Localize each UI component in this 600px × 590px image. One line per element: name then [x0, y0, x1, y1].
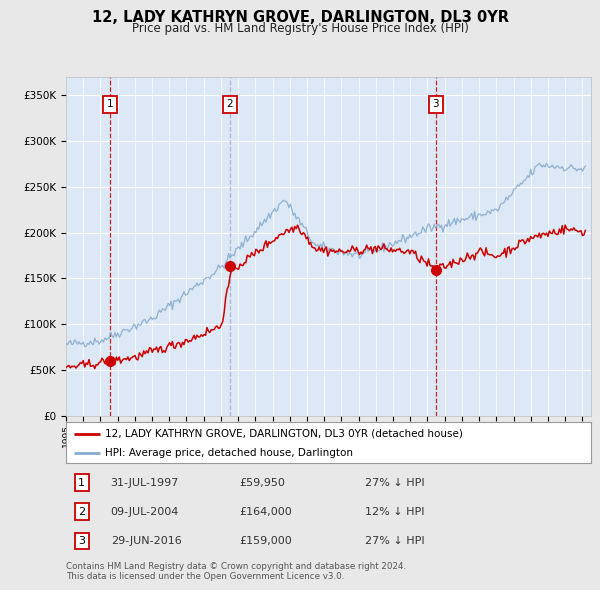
Text: HPI: Average price, detached house, Darlington: HPI: Average price, detached house, Darl…	[106, 448, 353, 457]
Text: £59,950: £59,950	[239, 477, 285, 487]
Text: 3: 3	[433, 99, 439, 109]
Text: 12, LADY KATHRYN GROVE, DARLINGTON, DL3 0YR (detached house): 12, LADY KATHRYN GROVE, DARLINGTON, DL3 …	[106, 429, 463, 439]
Text: 09-JUL-2004: 09-JUL-2004	[110, 507, 179, 517]
Text: 3: 3	[78, 536, 85, 546]
Text: 29-JUN-2016: 29-JUN-2016	[110, 536, 181, 546]
Text: Contains HM Land Registry data © Crown copyright and database right 2024.
This d: Contains HM Land Registry data © Crown c…	[66, 562, 406, 581]
Text: 2: 2	[227, 99, 233, 109]
Text: 31-JUL-1997: 31-JUL-1997	[110, 477, 179, 487]
Text: 12, LADY KATHRYN GROVE, DARLINGTON, DL3 0YR: 12, LADY KATHRYN GROVE, DARLINGTON, DL3 …	[91, 10, 509, 25]
Text: £159,000: £159,000	[239, 536, 292, 546]
Text: 27% ↓ HPI: 27% ↓ HPI	[365, 477, 425, 487]
Text: 27% ↓ HPI: 27% ↓ HPI	[365, 536, 425, 546]
Text: Price paid vs. HM Land Registry's House Price Index (HPI): Price paid vs. HM Land Registry's House …	[131, 22, 469, 35]
Text: £164,000: £164,000	[239, 507, 292, 517]
Text: 1: 1	[107, 99, 114, 109]
Text: 12% ↓ HPI: 12% ↓ HPI	[365, 507, 425, 517]
Text: 2: 2	[78, 507, 85, 517]
Text: 1: 1	[78, 477, 85, 487]
